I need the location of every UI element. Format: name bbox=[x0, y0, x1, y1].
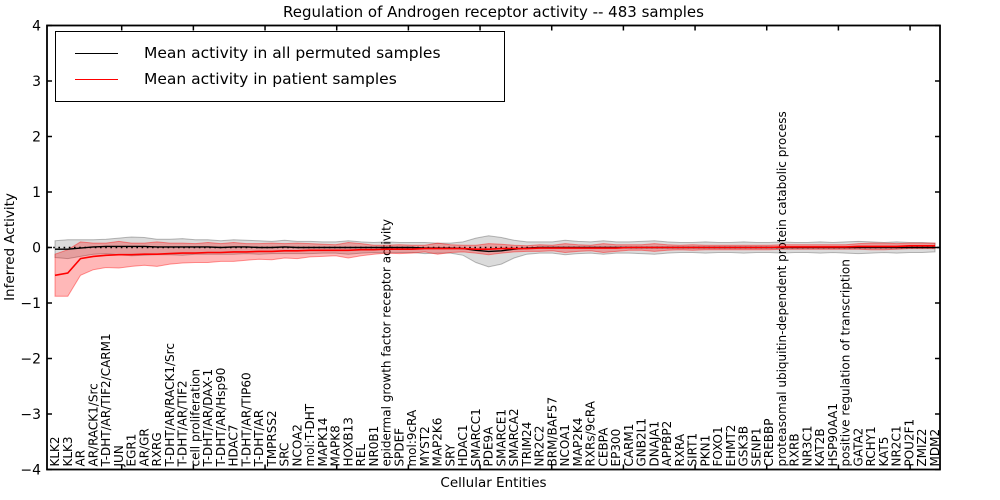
y-tick-label: −2 bbox=[20, 352, 41, 368]
y-tick-label: 4 bbox=[32, 19, 41, 35]
x-category-label: AR/GR bbox=[137, 428, 151, 466]
x-category-label: BRM/BAF57 bbox=[545, 397, 559, 467]
x-category-label: SRY bbox=[443, 443, 457, 466]
x-category-label: NR3C1 bbox=[800, 426, 814, 467]
x-category-label: MAP2K4 bbox=[571, 418, 585, 467]
x-category-label: T-DHT/AR/TIF2 bbox=[176, 380, 190, 467]
x-category-label: PDE9A bbox=[482, 426, 496, 467]
x-category-label: mol:T-DHT bbox=[303, 403, 317, 466]
x-category-label: T-DHT/AR/TIP60 bbox=[239, 372, 253, 467]
x-category-label: NCOA2 bbox=[290, 424, 304, 466]
x-category-label: FOXO1 bbox=[711, 426, 725, 466]
y-tick-label: −4 bbox=[20, 463, 41, 479]
patient-mean-line bbox=[54, 245, 935, 277]
x-category-label: proteasomal ubiquitin-dependent protein … bbox=[775, 111, 789, 466]
patient-band bbox=[54, 240, 936, 297]
y-tick-labels: 4 3 2 1 0 −1 −2 −3 −4 bbox=[20, 19, 41, 479]
x-category-label: REL bbox=[354, 444, 368, 467]
x-category-label: RXRs/9cRA bbox=[584, 400, 598, 466]
x-category-label: MAP2K6 bbox=[431, 418, 445, 467]
permuted-line-sample bbox=[75, 52, 118, 54]
x-category-label: SMARCA2 bbox=[507, 408, 521, 466]
x-category-label: MYST2 bbox=[418, 426, 432, 466]
x-category-label: T-DHT/AR bbox=[252, 410, 266, 468]
x-category-label: GNB2L1 bbox=[635, 418, 649, 466]
x-category-label: CARM1 bbox=[622, 424, 636, 467]
x-category-label: EHMT2 bbox=[724, 425, 738, 467]
x-category-label: AR/RACK1/Src bbox=[86, 383, 100, 466]
x-category-label: KLK3 bbox=[61, 436, 75, 466]
x-category-label: RXRB bbox=[788, 433, 802, 466]
y-tick-label: 1 bbox=[32, 185, 41, 201]
x-category-label: SMARCC1 bbox=[469, 408, 483, 466]
x-category-label: EP300 bbox=[609, 429, 623, 467]
patient-line-sample bbox=[75, 78, 118, 80]
x-category-label: T-DHT/AR/DAX-1 bbox=[201, 369, 215, 468]
legend-item-patient: Mean activity in patient samples bbox=[56, 66, 504, 92]
x-category-label: CEBPA bbox=[596, 427, 610, 467]
axis-ticks bbox=[47, 24, 940, 471]
x-category-label: HOXB13 bbox=[341, 417, 355, 466]
x-category-label: T-DHT/AR/RACK1/Src bbox=[163, 343, 177, 467]
x-category-label: SIRT1 bbox=[686, 433, 700, 467]
x-category-label: APPBP2 bbox=[660, 421, 674, 467]
x-category-label: ZMIZ2 bbox=[915, 429, 929, 467]
x-category-label: PKN1 bbox=[698, 435, 712, 467]
x-category-label: MAPK14 bbox=[316, 418, 330, 467]
x-category-labels: KLK2KLK3ARAR/RACK1/SrcT-DHT/AR/TIF2/CARM… bbox=[48, 111, 942, 467]
x-category-label: cell proliferation bbox=[188, 369, 202, 467]
x-category-label: SMARCE1 bbox=[494, 409, 508, 467]
x-category-label: KLK2 bbox=[48, 436, 62, 466]
legend-label-patient: Mean activity in patient samples bbox=[144, 70, 397, 88]
y-tick-label: 3 bbox=[32, 74, 41, 90]
x-category-label: T-DHT/AR/Hsp90 bbox=[214, 368, 228, 468]
x-category-label: SENP1 bbox=[749, 427, 763, 466]
y-tick-label: 0 bbox=[32, 241, 41, 257]
x-category-label: POU2F1 bbox=[902, 419, 916, 467]
x-category-label: mol:9cRA bbox=[405, 409, 419, 466]
x-category-label: HSP90AA1 bbox=[826, 403, 840, 467]
chart-title: Regulation of Androgen receptor activity… bbox=[283, 3, 704, 21]
legend-item-permuted: Mean activity in all permuted samples bbox=[56, 40, 504, 66]
x-category-label: SPDEF bbox=[392, 428, 406, 467]
x-category-label: NR2C2 bbox=[533, 426, 547, 467]
y-tick-label: −1 bbox=[20, 296, 41, 312]
x-category-label: KAT2B bbox=[813, 428, 827, 466]
x-category-label: EGR1 bbox=[125, 434, 139, 467]
x-category-label: CREBBP bbox=[762, 419, 776, 467]
legend-label-permuted: Mean activity in all permuted samples bbox=[144, 44, 441, 62]
x-category-label: MDM2 bbox=[928, 429, 942, 467]
x-category-label: JUN bbox=[112, 445, 126, 467]
x-category-label: positive regulation of transcription bbox=[839, 259, 853, 466]
legend: Mean activity in all permuted samples Me… bbox=[55, 31, 505, 102]
x-category-label: NR2C1 bbox=[890, 426, 904, 467]
x-category-label: SRC bbox=[278, 443, 292, 467]
y-tick-label: −3 bbox=[20, 407, 41, 423]
x-category-label: RCHY1 bbox=[864, 426, 878, 466]
x-category-label: NR0B1 bbox=[367, 426, 381, 467]
x-category-label: HDAC1 bbox=[456, 424, 470, 466]
x-category-label: AR bbox=[74, 450, 88, 467]
x-category-label: RXRG bbox=[150, 432, 164, 466]
x-category-label: TRIM24 bbox=[520, 422, 534, 468]
x-axis-label: Cellular Entities bbox=[440, 475, 547, 491]
y-tick-label: 2 bbox=[32, 130, 41, 146]
x-category-label: HDAC7 bbox=[227, 424, 241, 466]
x-category-label: T-DHT/AR/TIF2/CARM1 bbox=[99, 333, 113, 467]
x-category-label: GATA2 bbox=[851, 428, 865, 467]
x-category-label: KAT5 bbox=[877, 437, 891, 467]
x-category-label: NCOA1 bbox=[558, 424, 572, 466]
x-category-label: GSK3B bbox=[737, 426, 751, 467]
x-category-label: RXRA bbox=[673, 433, 687, 466]
x-category-label: TMPRSS2 bbox=[265, 410, 279, 467]
x-category-label: MAPK8 bbox=[329, 425, 343, 466]
y-axis-label: Inferred Activity bbox=[2, 193, 18, 301]
x-category-label: DNAJA1 bbox=[647, 421, 661, 467]
x-category-label: epidermal growth factor receptor activit… bbox=[380, 219, 394, 466]
